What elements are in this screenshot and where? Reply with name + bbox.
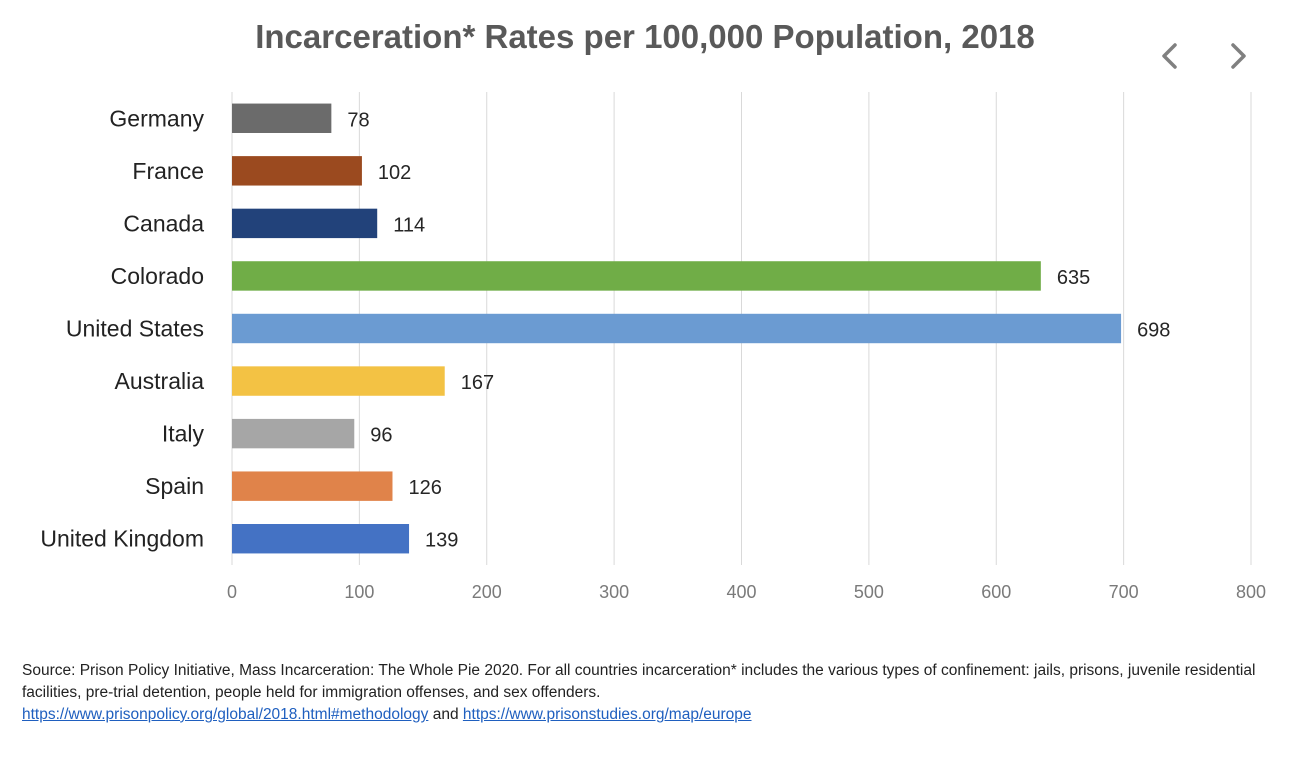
source-text: Source: Prison Policy Initiative, Mass I… <box>22 662 1256 701</box>
bar-germany <box>232 103 332 133</box>
x-tick-label: 100 <box>344 582 374 602</box>
chevron-left-icon <box>1162 43 1177 69</box>
bar-italy <box>232 418 355 449</box>
link-connector: and <box>432 706 459 723</box>
category-label: Colorado <box>111 263 204 289</box>
data-label: 126 <box>408 477 441 499</box>
x-tick-label: 700 <box>1109 582 1139 602</box>
prison-studies-link[interactable]: https://www.prisonstudies.org/map/europe <box>462 706 752 723</box>
category-label: Canada <box>123 210 204 236</box>
bar-canada <box>232 208 378 239</box>
bar-united-states <box>232 313 1122 344</box>
data-label: 167 <box>461 372 494 394</box>
bar-united-kingdom <box>232 524 410 554</box>
x-tick-label: 800 <box>1236 582 1266 602</box>
x-tick-label: 600 <box>981 582 1011 602</box>
data-label: 139 <box>425 530 458 552</box>
chevron-right-icon <box>1231 43 1246 69</box>
data-label: 102 <box>378 162 411 184</box>
bar-australia <box>232 366 445 396</box>
x-tick-label: 0 <box>227 582 237 602</box>
prev-button[interactable] <box>1150 36 1190 76</box>
bar-france <box>232 156 362 186</box>
category-label: United Kingdom <box>40 526 204 552</box>
x-tick-label: 500 <box>854 582 884 602</box>
chart-title: Incarceration* Rates per 100,000 Populat… <box>255 18 1035 55</box>
methodology-link[interactable]: https://www.prisonpolicy.org/global/2018… <box>22 706 429 723</box>
x-tick-label: 400 <box>726 582 756 602</box>
category-label: Australia <box>115 368 205 394</box>
data-label: 635 <box>1057 267 1090 289</box>
data-label: 78 <box>347 109 369 131</box>
data-label: 96 <box>370 425 392 447</box>
bar-colorado <box>232 261 1041 291</box>
category-label: France <box>132 158 204 184</box>
category-label: United States <box>66 316 204 342</box>
x-tick-label: 200 <box>472 582 502 602</box>
bar-spain <box>232 471 393 501</box>
next-button[interactable] <box>1218 36 1258 76</box>
data-label: 698 <box>1137 320 1170 342</box>
source-footer: Source: Prison Policy Initiative, Mass I… <box>22 660 1282 726</box>
data-label: 114 <box>393 214 425 236</box>
bar-chart: 0 100 200 300 400 500 600 700 800 Germany 78 France… <box>40 92 1266 602</box>
category-label: Italy <box>162 421 205 447</box>
x-tick-label: 300 <box>599 582 629 602</box>
category-label: Germany <box>109 105 204 131</box>
category-label: Spain <box>145 473 204 499</box>
